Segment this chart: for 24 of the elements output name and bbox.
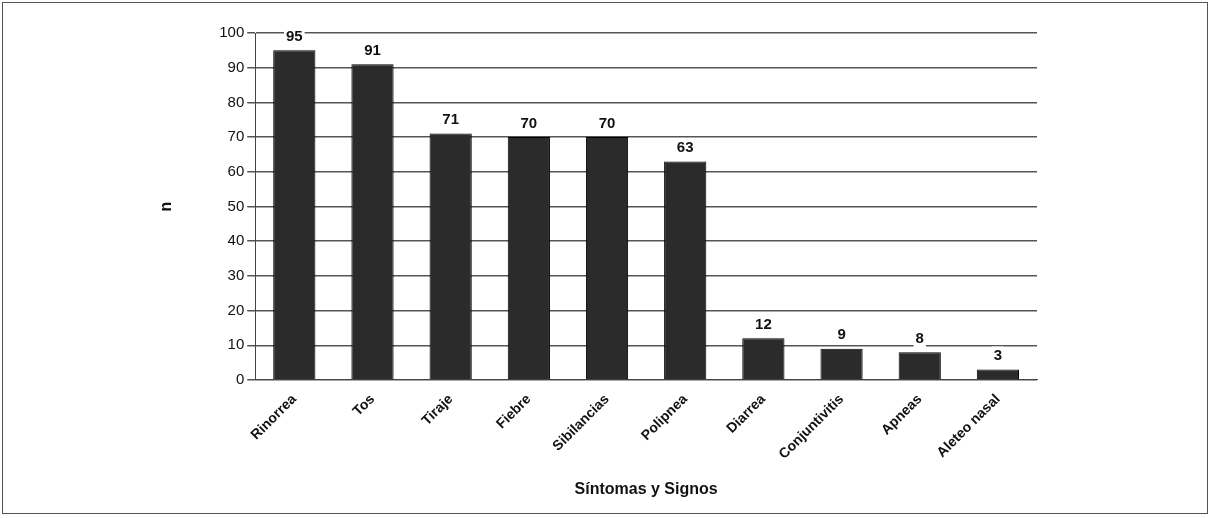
data-label: 63: [676, 138, 694, 156]
y-tick-label: 40: [227, 231, 245, 249]
y-tick-label: 10: [227, 335, 245, 353]
data-label: 70: [598, 113, 616, 131]
y-tick-label: 70: [227, 127, 245, 145]
data-label: 71: [442, 110, 460, 128]
y-tick-label: 60: [227, 161, 245, 179]
data-label: 12: [755, 314, 772, 332]
y-tick-label: 80: [227, 92, 245, 110]
data-label: 70: [520, 113, 538, 131]
y-tick-label: 0: [235, 370, 245, 388]
data-label: 95: [285, 26, 303, 44]
x-tick-label: Tos: [349, 390, 378, 419]
y-tick-label: 100: [219, 23, 245, 41]
y-tick-label: 20: [227, 300, 245, 318]
y-tick-label: 50: [227, 196, 245, 214]
y-axis-title: n: [157, 201, 175, 212]
y-tick-label: 90: [227, 57, 245, 75]
y-tick-label: 30: [227, 266, 245, 284]
data-label: 91: [364, 40, 381, 58]
data-label: 9: [837, 325, 846, 343]
data-label: 3: [993, 346, 1003, 364]
data-label: 8: [915, 328, 924, 346]
x-axis-title: Síntomas y Signos: [574, 479, 718, 497]
